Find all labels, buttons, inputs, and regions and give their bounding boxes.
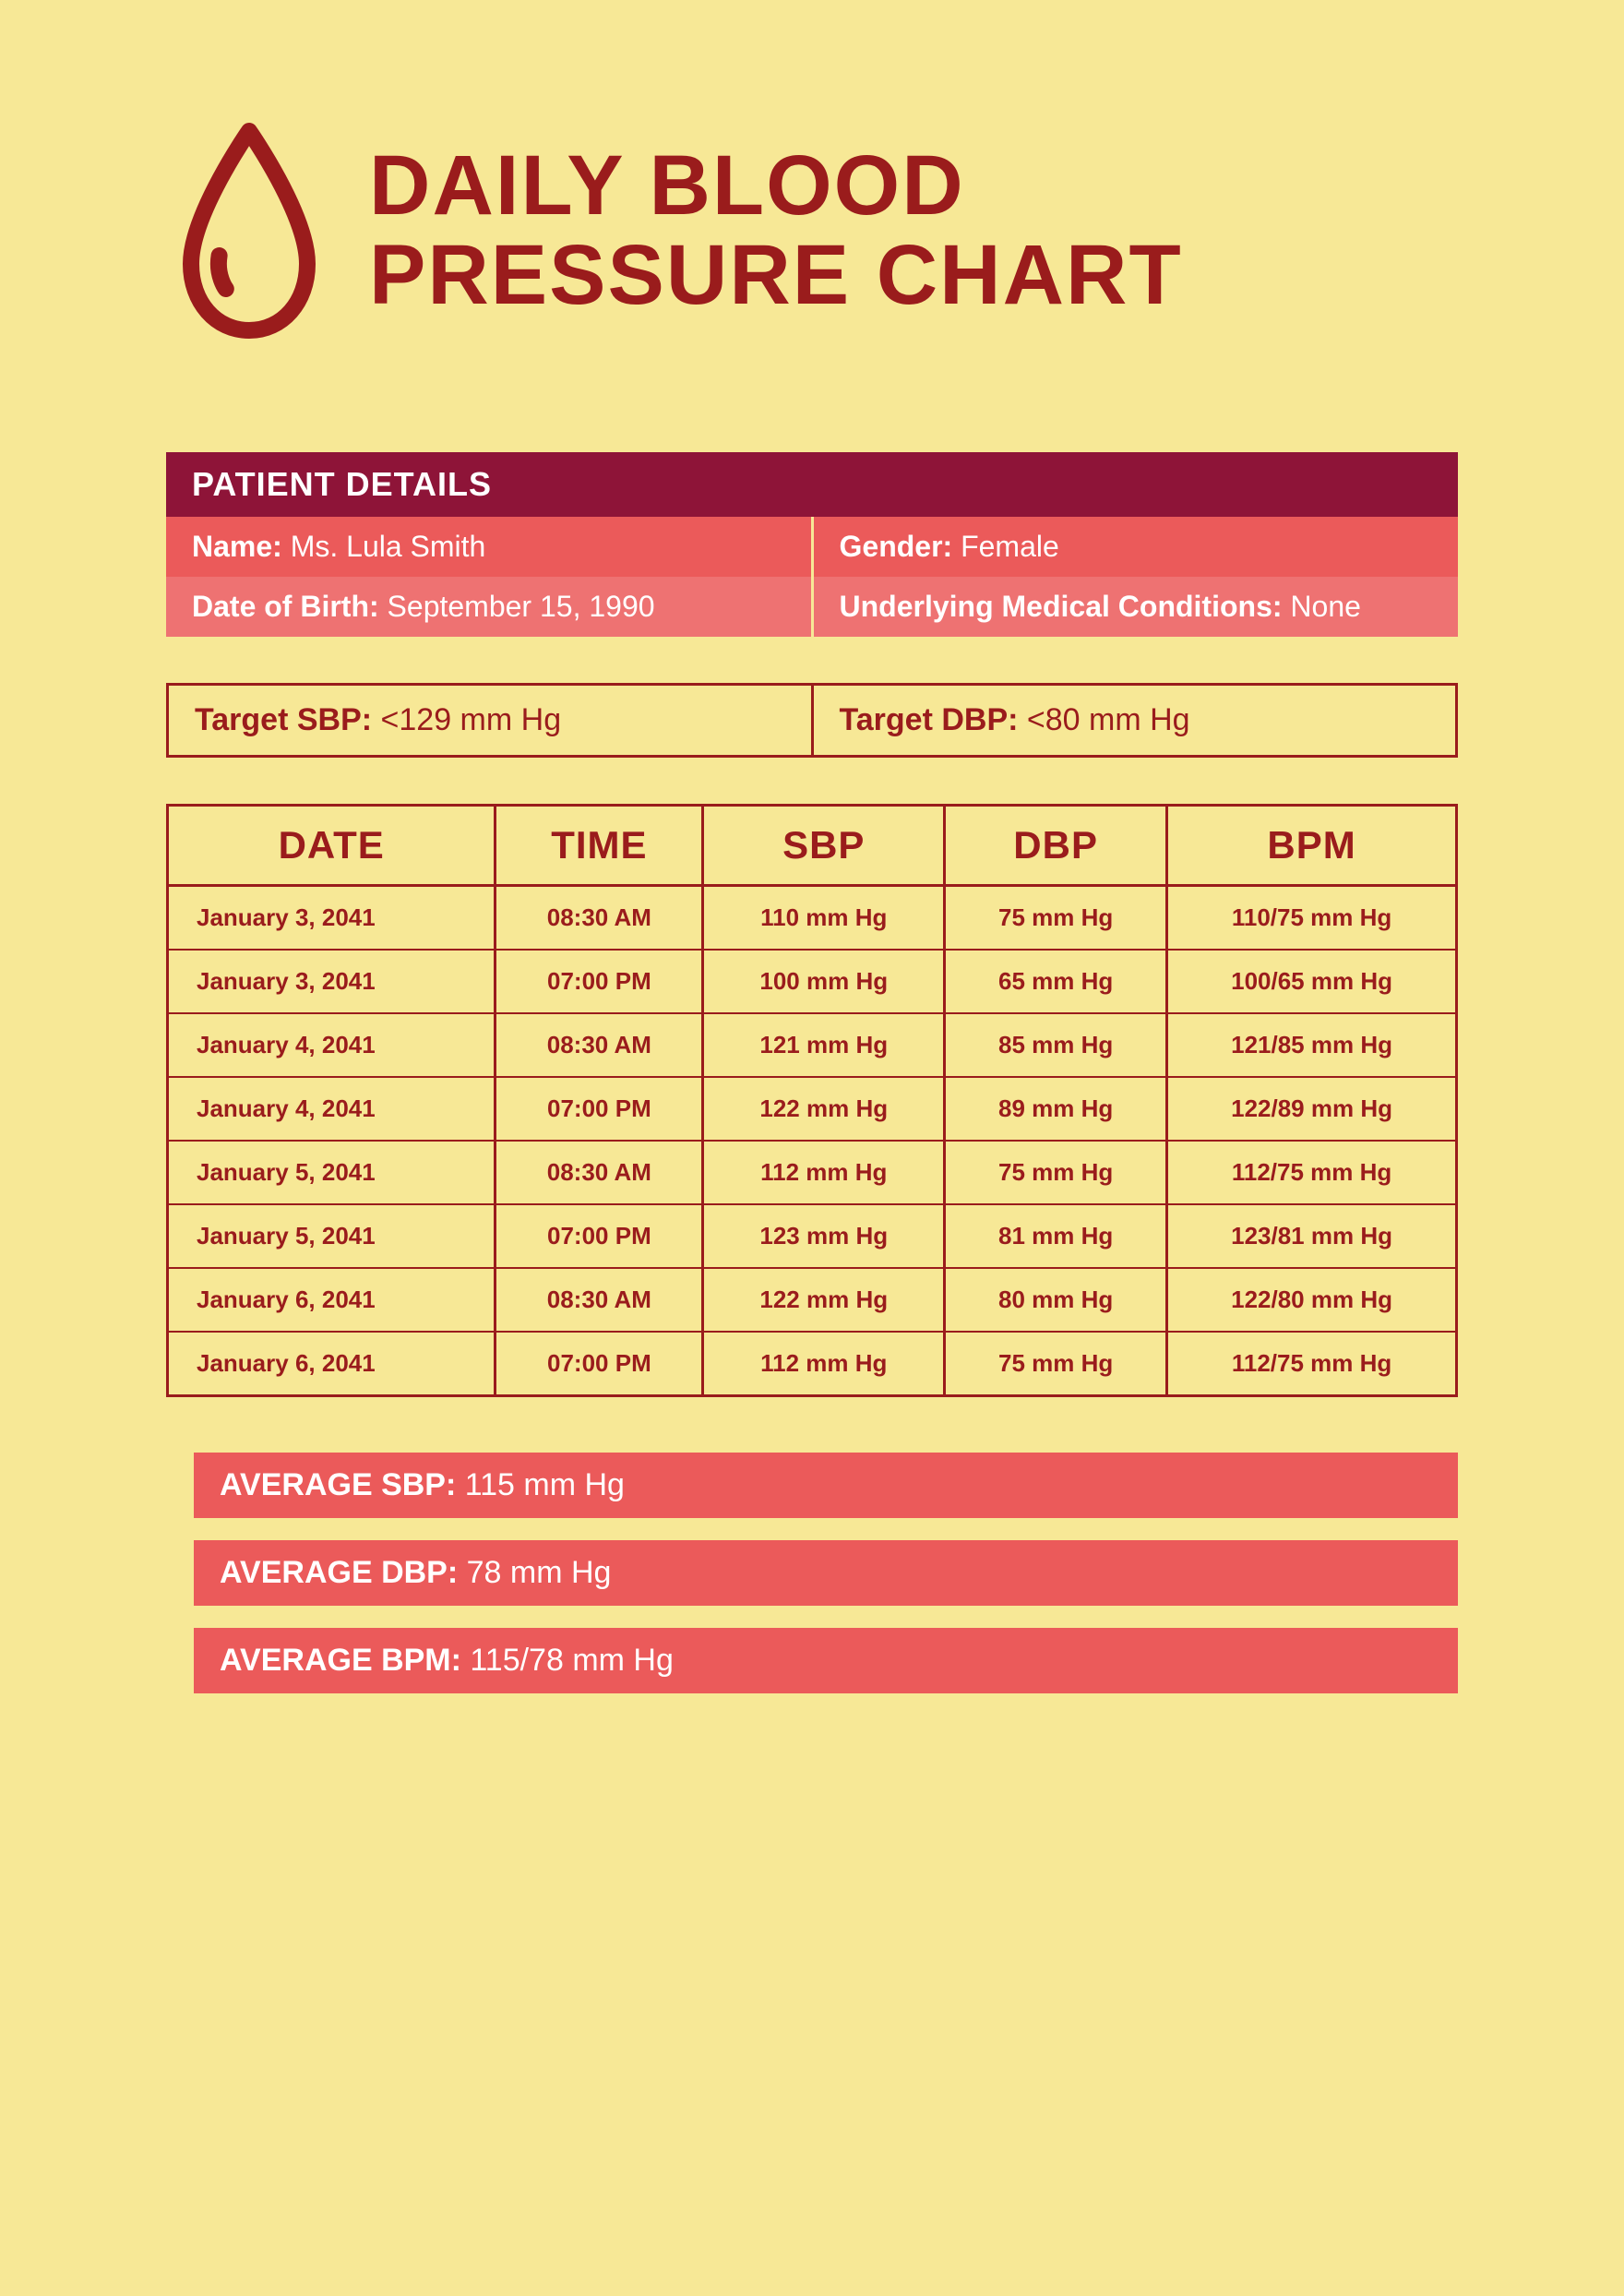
table-cell: 75 mm Hg xyxy=(945,1141,1167,1204)
table-cell: 08:30 AM xyxy=(496,886,703,951)
table-cell: 112/75 mm Hg xyxy=(1167,1141,1457,1204)
table-cell: January 5, 2041 xyxy=(168,1204,496,1268)
dob-value: September 15, 1990 xyxy=(388,590,655,623)
avg-bpm-value: 115/78 mm Hg xyxy=(470,1643,673,1678)
gender-value: Female xyxy=(961,530,1059,563)
table-cell: 121/85 mm Hg xyxy=(1167,1013,1457,1077)
table-cell: 75 mm Hg xyxy=(945,886,1167,951)
table-cell: 123 mm Hg xyxy=(703,1204,945,1268)
blood-drop-icon xyxy=(166,120,332,341)
table-cell: January 6, 2041 xyxy=(168,1332,496,1396)
readings-table: DATE TIME SBP DBP BPM January 3, 204108:… xyxy=(166,804,1458,1397)
gender-label: Gender: xyxy=(840,530,953,563)
target-dbp-label: Target DBP: xyxy=(840,702,1019,737)
table-cell: 07:00 PM xyxy=(496,1204,703,1268)
patient-row-2: Date of Birth: September 15, 1990 Underl… xyxy=(166,577,1458,637)
average-bpm-bar: AVERAGE BPM: 115/78 mm Hg xyxy=(194,1628,1458,1693)
table-cell: 08:30 AM xyxy=(496,1141,703,1204)
table-cell: 112 mm Hg xyxy=(703,1332,945,1396)
table-row: January 4, 204107:00 PM122 mm Hg89 mm Hg… xyxy=(168,1077,1457,1141)
target-dbp-cell: Target DBP: <80 mm Hg xyxy=(814,686,1456,755)
col-dbp: DBP xyxy=(945,806,1167,886)
col-date: DATE xyxy=(168,806,496,886)
table-row: January 5, 204108:30 AM112 mm Hg75 mm Hg… xyxy=(168,1141,1457,1204)
table-cell: 07:00 PM xyxy=(496,950,703,1013)
avg-sbp-value: 115 mm Hg xyxy=(465,1467,625,1502)
conditions-label: Underlying Medical Conditions: xyxy=(840,590,1283,623)
table-cell: 65 mm Hg xyxy=(945,950,1167,1013)
col-time: TIME xyxy=(496,806,703,886)
table-cell: January 4, 2041 xyxy=(168,1013,496,1077)
table-cell: 100/65 mm Hg xyxy=(1167,950,1457,1013)
table-cell: 122/89 mm Hg xyxy=(1167,1077,1457,1141)
target-sbp-label: Target SBP: xyxy=(195,702,372,737)
table-cell: 110/75 mm Hg xyxy=(1167,886,1457,951)
table-cell: January 3, 2041 xyxy=(168,950,496,1013)
avg-dbp-label: AVERAGE DBP: xyxy=(220,1555,458,1590)
table-row: January 4, 204108:30 AM121 mm Hg85 mm Hg… xyxy=(168,1013,1457,1077)
table-row: January 5, 204107:00 PM123 mm Hg81 mm Hg… xyxy=(168,1204,1457,1268)
table-cell: 122 mm Hg xyxy=(703,1268,945,1332)
name-label: Name: xyxy=(192,530,282,563)
table-cell: 110 mm Hg xyxy=(703,886,945,951)
table-cell: 80 mm Hg xyxy=(945,1268,1167,1332)
col-sbp: SBP xyxy=(703,806,945,886)
table-cell: 75 mm Hg xyxy=(945,1332,1167,1396)
target-sbp-cell: Target SBP: <129 mm Hg xyxy=(169,686,814,755)
patient-name-cell: Name: Ms. Lula Smith xyxy=(166,517,814,577)
patient-details-header: PATIENT DETAILS xyxy=(166,452,1458,517)
target-sbp-value: <129 mm Hg xyxy=(381,702,562,737)
dob-label: Date of Birth: xyxy=(192,590,379,623)
table-cell: 121 mm Hg xyxy=(703,1013,945,1077)
table-cell: 122/80 mm Hg xyxy=(1167,1268,1457,1332)
avg-sbp-label: AVERAGE SBP: xyxy=(220,1467,456,1502)
table-row: January 3, 204107:00 PM100 mm Hg65 mm Hg… xyxy=(168,950,1457,1013)
table-cell: January 6, 2041 xyxy=(168,1268,496,1332)
page-title: DAILY BLOOD PRESSURE CHART xyxy=(369,141,1458,319)
table-cell: 123/81 mm Hg xyxy=(1167,1204,1457,1268)
table-cell: January 4, 2041 xyxy=(168,1077,496,1141)
table-cell: 81 mm Hg xyxy=(945,1204,1167,1268)
table-row: January 3, 204108:30 AM110 mm Hg75 mm Hg… xyxy=(168,886,1457,951)
table-cell: 100 mm Hg xyxy=(703,950,945,1013)
patient-gender-cell: Gender: Female xyxy=(814,517,1459,577)
name-value: Ms. Lula Smith xyxy=(291,530,486,563)
table-cell: 08:30 AM xyxy=(496,1268,703,1332)
patient-row-1: Name: Ms. Lula Smith Gender: Female xyxy=(166,517,1458,577)
table-cell: 122 mm Hg xyxy=(703,1077,945,1141)
table-cell: 07:00 PM xyxy=(496,1077,703,1141)
table-cell: January 5, 2041 xyxy=(168,1141,496,1204)
table-cell: 08:30 AM xyxy=(496,1013,703,1077)
table-row: January 6, 204108:30 AM122 mm Hg80 mm Hg… xyxy=(168,1268,1457,1332)
table-cell: 89 mm Hg xyxy=(945,1077,1167,1141)
table-cell: 112/75 mm Hg xyxy=(1167,1332,1457,1396)
patient-conditions-cell: Underlying Medical Conditions: None xyxy=(814,577,1459,637)
target-dbp-value: <80 mm Hg xyxy=(1027,702,1190,737)
target-box: Target SBP: <129 mm Hg Target DBP: <80 m… xyxy=(166,683,1458,758)
table-cell: 112 mm Hg xyxy=(703,1141,945,1204)
table-cell: January 3, 2041 xyxy=(168,886,496,951)
table-row: January 6, 204107:00 PM112 mm Hg75 mm Hg… xyxy=(168,1332,1457,1396)
average-sbp-bar: AVERAGE SBP: 115 mm Hg xyxy=(194,1453,1458,1518)
patient-dob-cell: Date of Birth: September 15, 1990 xyxy=(166,577,814,637)
table-cell: 85 mm Hg xyxy=(945,1013,1167,1077)
table-header-row: DATE TIME SBP DBP BPM xyxy=(168,806,1457,886)
conditions-value: None xyxy=(1290,590,1361,623)
col-bpm: BPM xyxy=(1167,806,1457,886)
avg-dbp-value: 78 mm Hg xyxy=(467,1555,612,1590)
page-header: DAILY BLOOD PRESSURE CHART xyxy=(166,120,1458,341)
table-cell: 07:00 PM xyxy=(496,1332,703,1396)
patient-details-section: PATIENT DETAILS Name: Ms. Lula Smith Gen… xyxy=(166,452,1458,637)
avg-bpm-label: AVERAGE BPM: xyxy=(220,1643,461,1678)
average-dbp-bar: AVERAGE DBP: 78 mm Hg xyxy=(194,1540,1458,1606)
